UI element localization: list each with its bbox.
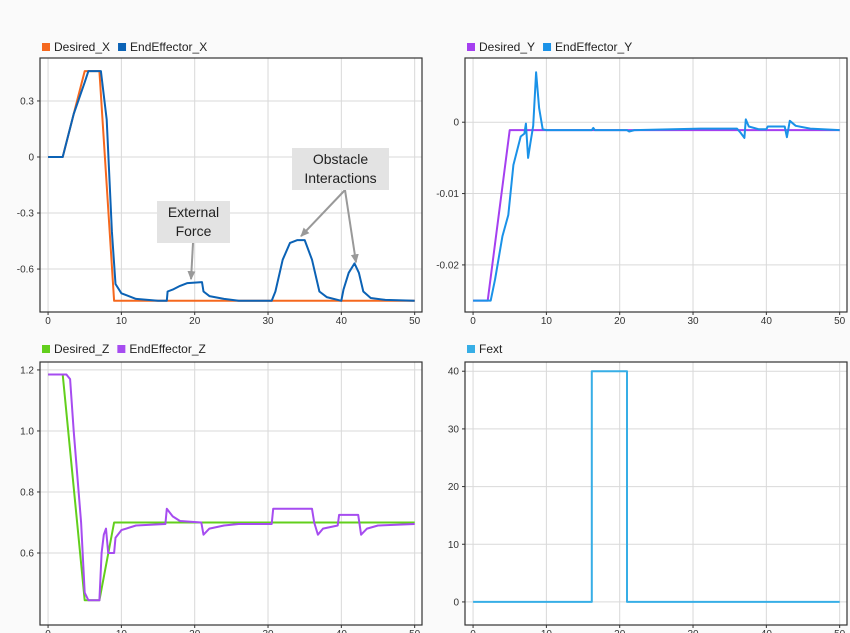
legend-label: Desired_X bbox=[54, 40, 110, 54]
y-tick-label: 20 bbox=[448, 482, 460, 493]
plot-border bbox=[464, 361, 848, 626]
y-tick-label: 0.3 bbox=[20, 96, 34, 107]
plot-border bbox=[464, 57, 848, 313]
x-tick-label: 40 bbox=[336, 629, 348, 633]
y-tick-label: -0.01 bbox=[436, 189, 459, 200]
y-tick-label: 0.6 bbox=[20, 548, 34, 559]
x-tick-label: 20 bbox=[614, 316, 626, 327]
x-tick-label: 20 bbox=[189, 316, 201, 327]
x-tick-label: 30 bbox=[687, 316, 699, 327]
plot-border bbox=[39, 57, 423, 313]
x-tick-label: 40 bbox=[761, 629, 773, 633]
annotation-arrow bbox=[187, 242, 196, 281]
series-line-fext bbox=[473, 370, 840, 603]
legend-label: EndEffector_Z bbox=[129, 342, 206, 356]
y-tick-label: 10 bbox=[448, 540, 460, 551]
annotation: Obstacle Interactions bbox=[292, 148, 389, 264]
legend-label: Desired_Y bbox=[479, 40, 535, 54]
legend-swatch bbox=[543, 43, 552, 51]
subplot-3: 0 10 20 30 40 50 0.6 0.8 1.0 1.2 Desired_Z EndEffec… bbox=[20, 342, 423, 633]
x-tick-label: 40 bbox=[761, 316, 773, 327]
y-tick-label: 1.0 bbox=[20, 426, 34, 437]
x-tick-label: 10 bbox=[541, 316, 553, 327]
y-tick-label: -0.6 bbox=[17, 265, 35, 276]
annotation-text: Interactions bbox=[304, 170, 376, 186]
x-tick-label: 20 bbox=[614, 629, 626, 633]
y-tick-label: -0.3 bbox=[17, 209, 35, 220]
annotation-arrow bbox=[344, 189, 359, 264]
legend-label: EndEffector_X bbox=[130, 40, 207, 54]
x-tick-label: 20 bbox=[189, 629, 201, 633]
subplot-4: 0 10 20 30 40 50 0 10 20 30 40 Fext bbox=[448, 342, 848, 633]
series-line-endeffector_z bbox=[48, 373, 415, 602]
y-tick-label: 30 bbox=[448, 424, 460, 435]
series-line-endeffector_x bbox=[48, 70, 415, 302]
plot-area bbox=[465, 362, 847, 625]
x-tick-label: 0 bbox=[470, 629, 476, 633]
y-tick-label: 40 bbox=[448, 367, 460, 378]
series-line-endeffector_y bbox=[473, 71, 840, 302]
plot-area bbox=[40, 362, 422, 625]
x-tick-label: 10 bbox=[541, 629, 553, 633]
legend-swatch bbox=[118, 43, 127, 51]
x-tick-label: 50 bbox=[834, 629, 846, 633]
x-tick-label: 30 bbox=[687, 629, 699, 633]
legend-swatch bbox=[467, 43, 475, 51]
annotation-box bbox=[157, 201, 230, 243]
legend-swatch bbox=[42, 345, 50, 353]
x-tick-label: 40 bbox=[336, 316, 348, 327]
plot-border bbox=[39, 361, 423, 626]
y-tick-label: 0 bbox=[28, 152, 34, 163]
x-tick-label: 30 bbox=[262, 629, 274, 633]
x-tick-label: 50 bbox=[834, 316, 846, 327]
y-tick-label: -0.02 bbox=[436, 260, 459, 271]
subplot-1: 0 10 20 30 40 50 -0.6 -0.3 0 0.3 Desired_X EndEffec… bbox=[17, 40, 423, 327]
legend-label: Desired_Z bbox=[54, 342, 109, 356]
annotation-box bbox=[292, 148, 389, 190]
legend-label: Fext bbox=[479, 342, 503, 356]
plot-area bbox=[465, 58, 847, 312]
legend-swatch bbox=[42, 43, 50, 51]
y-tick-label: 0.8 bbox=[20, 487, 34, 498]
legend-swatch bbox=[467, 345, 475, 353]
y-tick-label: 1.2 bbox=[20, 365, 34, 376]
legend-label: EndEffector_Y bbox=[555, 40, 632, 54]
legend-swatch bbox=[117, 345, 126, 353]
x-tick-label: 0 bbox=[45, 629, 51, 633]
y-tick-label: 0 bbox=[453, 118, 459, 129]
x-tick-label: 10 bbox=[116, 629, 128, 633]
x-tick-label: 30 bbox=[262, 316, 274, 327]
annotation-text: Obstacle bbox=[313, 151, 368, 167]
subplot-2: 0 10 20 30 40 50 -0.02 -0.01 0 Desired_Y EndEffect… bbox=[436, 40, 848, 327]
annotation-text: External bbox=[168, 204, 219, 220]
x-tick-label: 10 bbox=[116, 316, 128, 327]
x-tick-label: 0 bbox=[45, 316, 51, 327]
x-tick-label: 50 bbox=[409, 629, 421, 633]
annotation: External Force bbox=[157, 201, 230, 281]
y-tick-label: 0 bbox=[453, 597, 459, 608]
x-tick-label: 0 bbox=[470, 316, 476, 327]
annotation-arrow bbox=[300, 189, 346, 237]
annotation-text: Force bbox=[176, 223, 212, 239]
x-tick-label: 50 bbox=[409, 316, 421, 327]
